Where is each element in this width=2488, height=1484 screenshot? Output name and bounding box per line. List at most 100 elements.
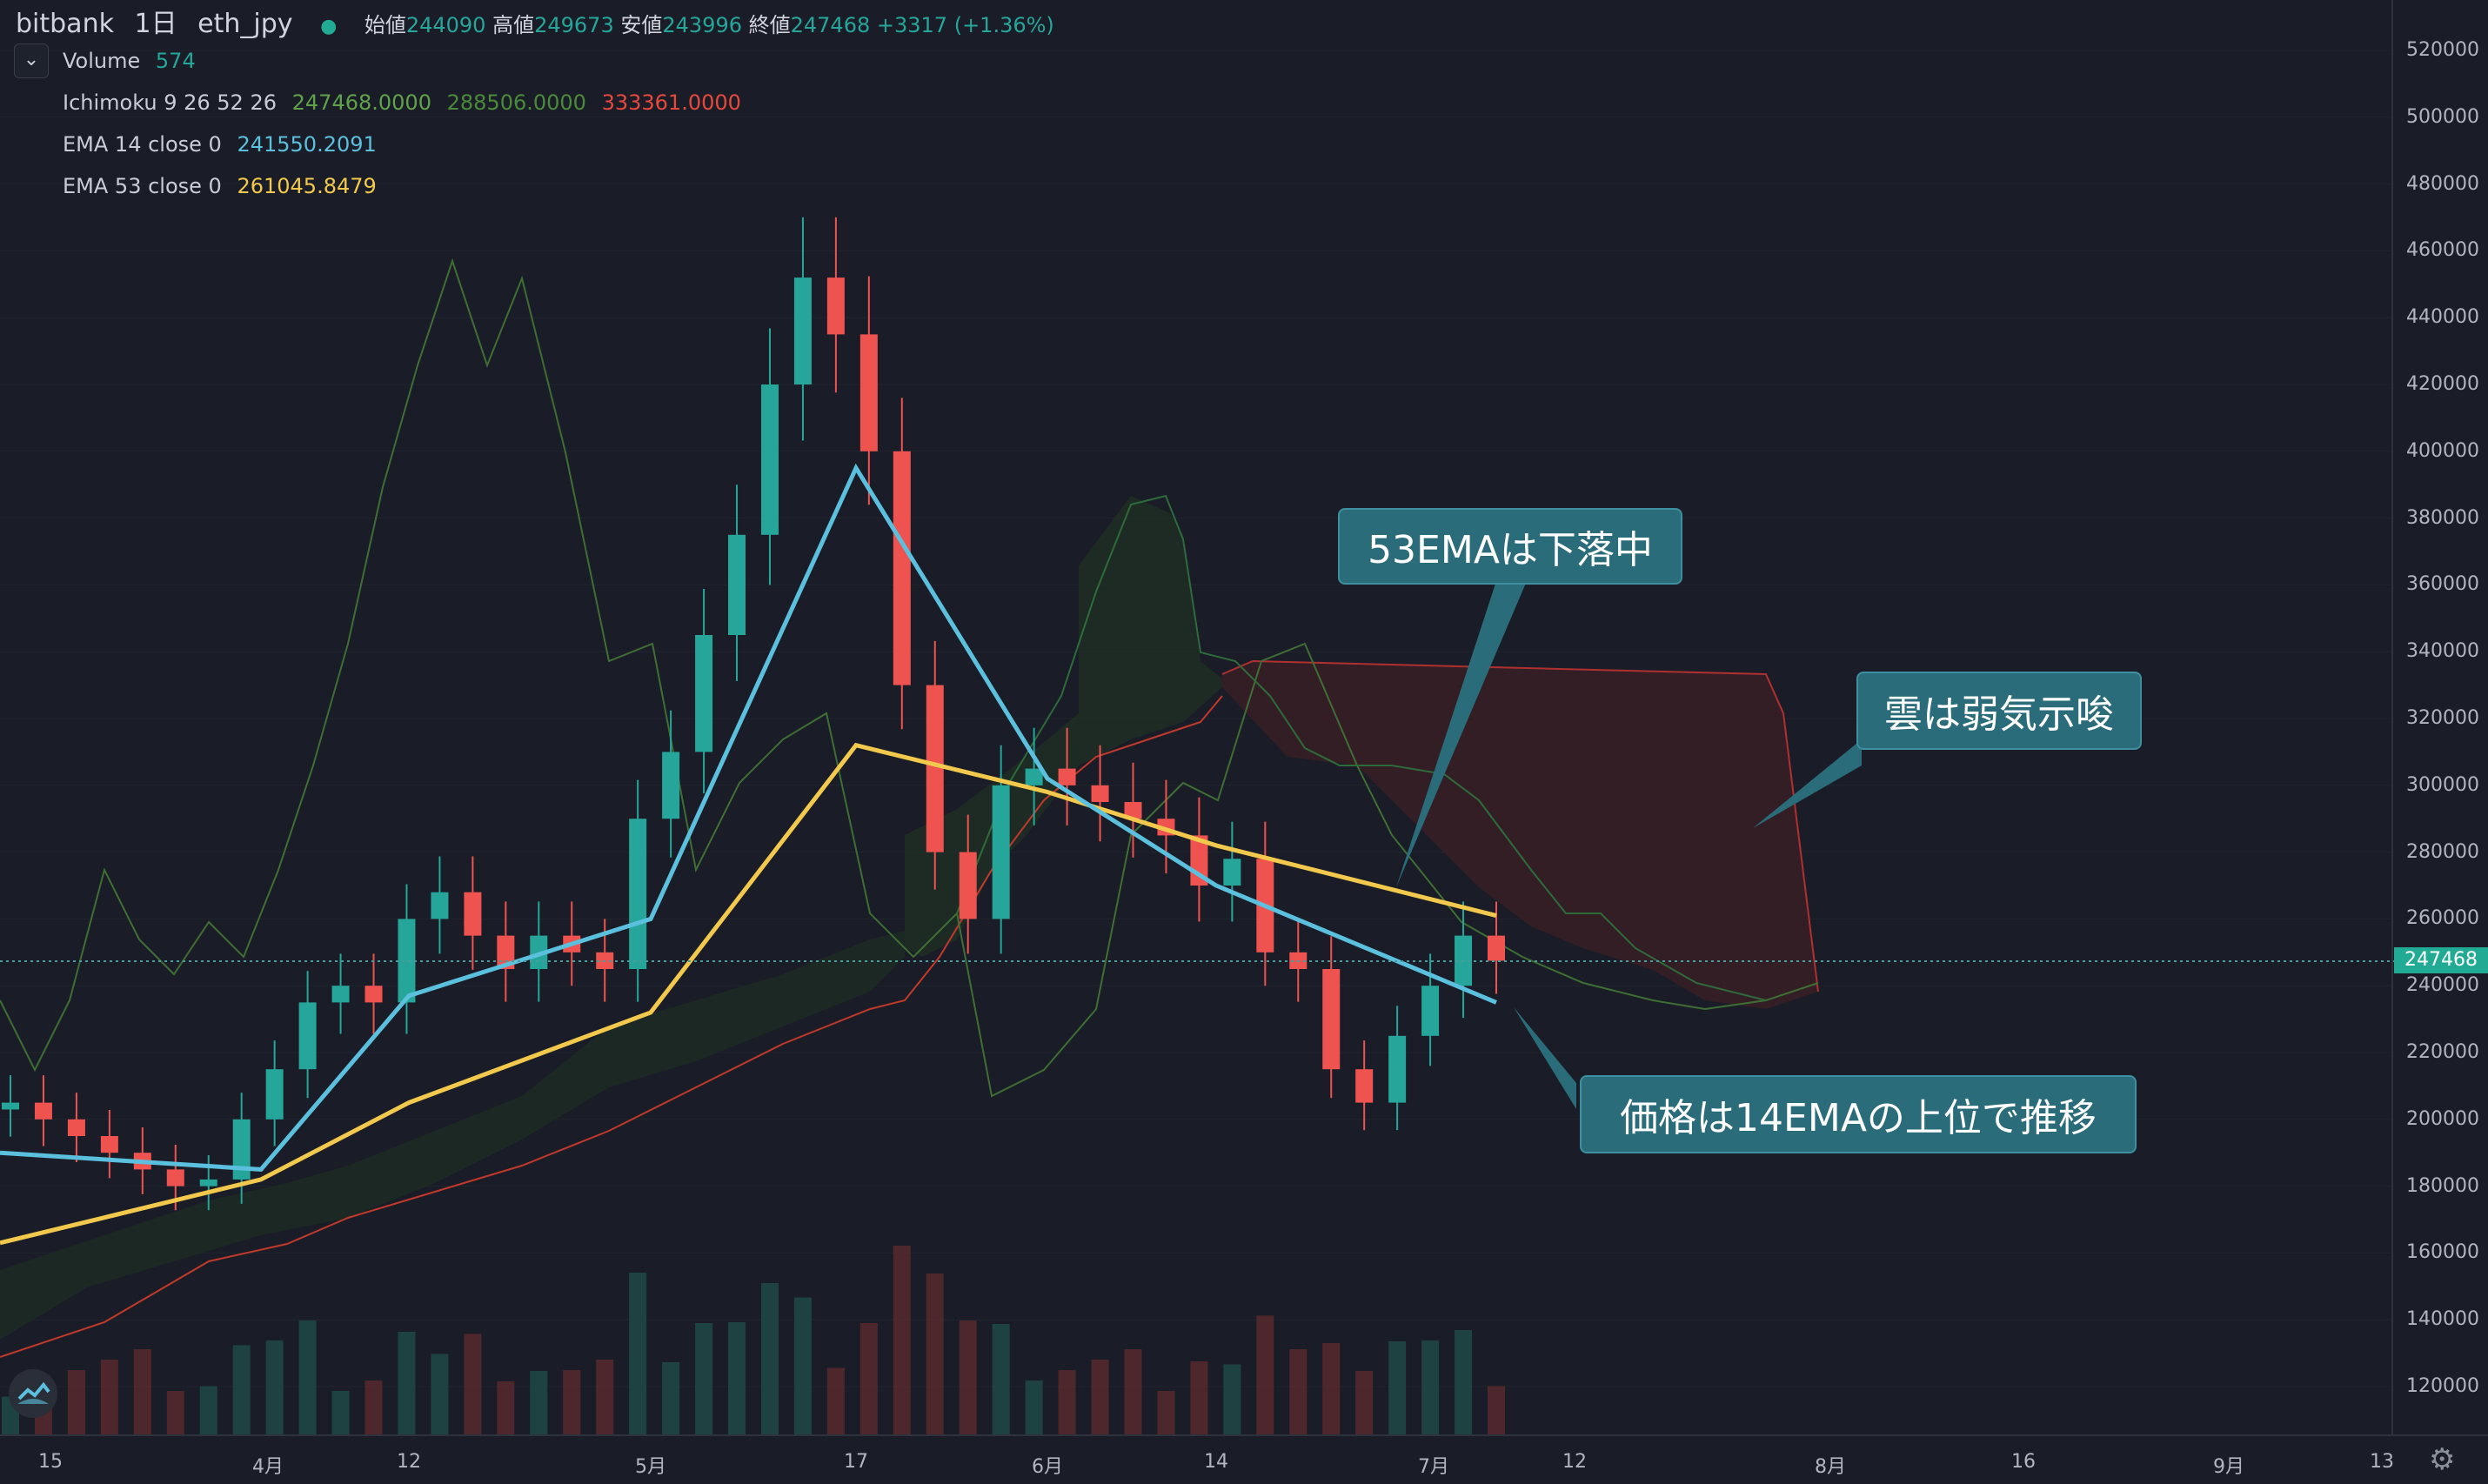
price-tick-label: 360000 xyxy=(2406,573,2479,596)
open-label: 始値 xyxy=(364,13,406,37)
ichimoku-span-b-line xyxy=(1221,659,1819,993)
price-tick-label: 260000 xyxy=(2406,907,2479,930)
volume-bar xyxy=(1256,1315,1274,1435)
volume-bar xyxy=(298,1320,317,1435)
volume-bar xyxy=(793,1297,812,1435)
tradingview-logo[interactable] xyxy=(9,1369,57,1418)
price-tick-label: 480000 xyxy=(2406,172,2479,195)
time-tick-label: 16 xyxy=(2011,1451,2036,1473)
candle-body xyxy=(1421,986,1440,1036)
price-tick-label: 160000 xyxy=(2406,1241,2479,1264)
callout-ema53-pointer xyxy=(1396,581,1527,887)
open-value: 244090 xyxy=(405,13,486,37)
volume-bar xyxy=(431,1354,449,1435)
volume-bar xyxy=(992,1324,1010,1435)
legend-ema53[interactable]: EMA 53 close 0 261045.8479 xyxy=(63,174,385,198)
chevron-down-icon: ⌄ xyxy=(23,49,40,70)
exchange-name: bitbank xyxy=(16,9,114,39)
callout-cloud[interactable]: 雲は弱気示唆 xyxy=(1856,672,2142,750)
price-tick-label: 400000 xyxy=(2406,439,2479,462)
volume-bar xyxy=(959,1320,977,1435)
last-price-tag: 247468 xyxy=(2394,947,2488,973)
price-tick-label: 140000 xyxy=(2406,1308,2479,1331)
ema53-label: EMA 53 close 0 xyxy=(63,174,222,198)
time-tick-label: 12 xyxy=(397,1451,421,1473)
candle-body xyxy=(431,892,449,919)
volume-bar xyxy=(398,1332,416,1435)
collapse-legend-button[interactable]: ⌄ xyxy=(14,43,49,78)
legend-ema14[interactable]: EMA 14 close 0 241550.2091 xyxy=(63,132,385,157)
price-tick-label: 300000 xyxy=(2406,773,2479,796)
ema14-value: 241550.2091 xyxy=(237,132,377,157)
market-status-icon: ● xyxy=(320,16,338,37)
time-tick-label: 14 xyxy=(1204,1451,1228,1473)
ema14-label: EMA 14 close 0 xyxy=(63,132,222,157)
gear-icon[interactable]: ⚙ xyxy=(2429,1442,2456,1477)
volume-bar xyxy=(926,1273,944,1435)
price-tick-label: 420000 xyxy=(2406,373,2479,395)
volume-bar xyxy=(629,1273,647,1435)
candle-body xyxy=(1388,1035,1407,1103)
volume-bar xyxy=(859,1323,878,1435)
time-tick-label: 8月 xyxy=(1815,1456,1846,1478)
volume-bar xyxy=(1157,1391,1175,1435)
volume-bar xyxy=(1025,1380,1043,1435)
time-tick-label: 17 xyxy=(844,1451,868,1473)
price-tick-label: 440000 xyxy=(2406,306,2479,329)
callout-ema53[interactable]: 53EMAは下落中 xyxy=(1338,508,1682,585)
volume-bar xyxy=(365,1380,383,1435)
close-value: 247468 xyxy=(790,13,871,37)
time-tick-label: 5月 xyxy=(635,1456,666,1478)
price-tick-label: 380000 xyxy=(2406,506,2479,529)
ichimoku-cloud-bear xyxy=(1222,661,1818,1009)
time-tick-label: 12 xyxy=(1562,1451,1587,1473)
volume-bar xyxy=(1388,1341,1407,1435)
volume-bar xyxy=(596,1360,614,1435)
high-value: 249673 xyxy=(534,13,614,37)
candle-body xyxy=(100,1136,118,1153)
timeframe[interactable]: 1日 xyxy=(134,9,177,39)
high-label: 高値 xyxy=(492,13,535,37)
volume-bar xyxy=(100,1360,118,1435)
candle-body xyxy=(959,852,977,919)
volume-bar xyxy=(695,1323,713,1435)
candle-body xyxy=(1091,785,1109,802)
volume-bar xyxy=(1223,1364,1241,1435)
candle-body xyxy=(1322,969,1341,1070)
volume-bars xyxy=(2,1246,1505,1435)
ichimoku-red-line xyxy=(0,695,1223,1358)
ichimoku-cloud-bull-1 xyxy=(905,496,1222,957)
candle-body xyxy=(793,277,812,384)
price-tick-label: 200000 xyxy=(2406,1107,2479,1130)
volume-bar xyxy=(1124,1349,1142,1435)
callout-price-pointer xyxy=(1514,1007,1576,1109)
ichimoku-value-3: 333361.0000 xyxy=(601,90,741,115)
time-tick-label: 4月 xyxy=(252,1456,284,1478)
legend-volume[interactable]: Volume 574 xyxy=(63,49,204,73)
candle-body xyxy=(1124,802,1142,819)
volume-bar xyxy=(265,1340,284,1435)
volume-bar xyxy=(563,1370,581,1435)
callout-cloud-pointer xyxy=(1753,739,1862,828)
volume-bar xyxy=(133,1349,151,1435)
candle-body xyxy=(331,986,350,1003)
ema53-value: 261045.8479 xyxy=(237,174,377,198)
volume-bar xyxy=(826,1367,845,1435)
candle-body xyxy=(232,1119,251,1180)
candle-body xyxy=(1355,1069,1374,1103)
ichimoku-cloud xyxy=(0,257,1819,1358)
volume-bar xyxy=(1355,1371,1374,1435)
time-tick-label: 6月 xyxy=(1032,1456,1063,1478)
volume-bar xyxy=(530,1371,548,1435)
volume-bar xyxy=(1421,1340,1440,1435)
low-label: 安値 xyxy=(620,13,663,37)
candle-body xyxy=(728,534,746,635)
candle-body xyxy=(2,1102,19,1110)
candle-body xyxy=(1058,768,1076,785)
symbol[interactable]: eth_jpy xyxy=(197,9,293,39)
callout-price[interactable]: 価格は14EMAの上位で推移 xyxy=(1580,1075,2137,1153)
candle-body xyxy=(199,1179,217,1187)
legend-ichimoku[interactable]: Ichimoku 9 26 52 26 247468.0000 288506.0… xyxy=(63,90,750,115)
candle-body xyxy=(1223,859,1241,886)
